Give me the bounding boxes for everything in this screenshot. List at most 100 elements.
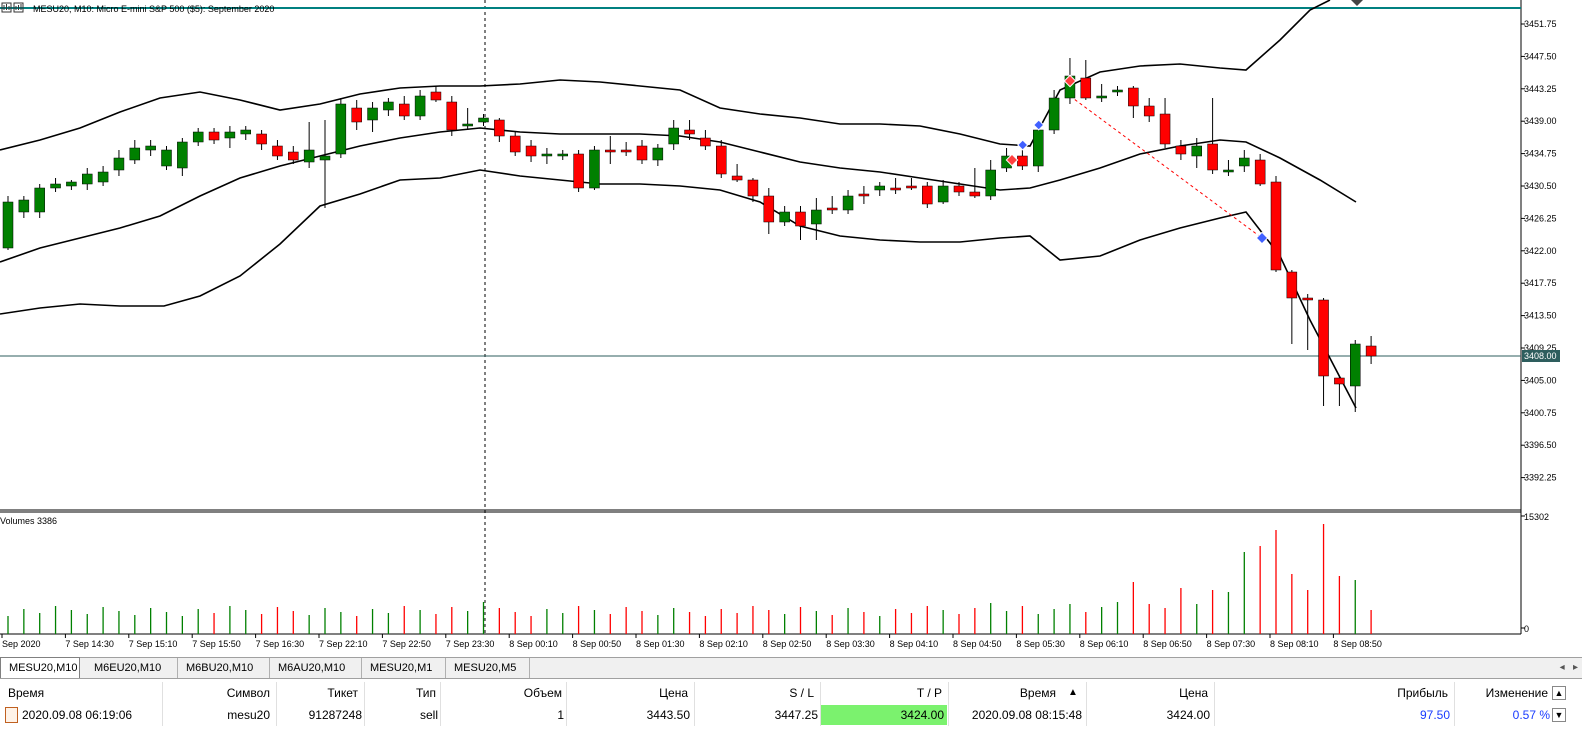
- bear-candle: [256, 133, 267, 145]
- cell-close-time[interactable]: 2020.09.08 08:15:48: [971, 708, 1082, 722]
- sort-ascending-icon: ▲: [1068, 687, 1078, 698]
- bull-candle: [842, 195, 854, 211]
- bull-candle: [1191, 145, 1202, 157]
- header-sl[interactable]: S / L: [789, 686, 814, 700]
- bear-candle: [1318, 299, 1329, 377]
- bull-candle: [335, 103, 347, 155]
- price-scale-label: 3443.25: [1524, 84, 1557, 94]
- price-scale-label: 3417.75: [1524, 278, 1557, 288]
- bear-candle: [716, 145, 727, 175]
- tab-mesu20-m1[interactable]: MESU20,M1: [362, 658, 446, 678]
- time-scale-label: 7 Sep 14:30: [65, 639, 114, 649]
- bull-candle: [2, 201, 14, 249]
- deal-icon: [5, 707, 18, 723]
- cell-profit[interactable]: 97.50: [1419, 708, 1450, 722]
- scroll-up-icon[interactable]: ▲: [1552, 686, 1566, 700]
- header-profit[interactable]: Прибыль: [1397, 686, 1448, 700]
- buy-close-marker: [1255, 231, 1269, 245]
- bull-candle: [319, 155, 331, 161]
- price-scale-label: 3447.50: [1524, 51, 1557, 61]
- header-type[interactable]: Тип: [415, 686, 436, 700]
- price-scale-label: 3439.00: [1524, 116, 1557, 126]
- bars-icon: [13, 2, 24, 13]
- tab-mesu20-m5[interactable]: MESU20,M5: [446, 658, 530, 678]
- time-scale-label: 7 Sep 15:10: [129, 639, 178, 649]
- bear-candle: [1175, 145, 1187, 155]
- current-price-label: 3408.00: [1524, 351, 1557, 361]
- cell-type[interactable]: sell: [419, 708, 438, 722]
- price-chart[interactable]: 3451.75 3447.50 3443.25 3439.00 3434.75 3430.…: [0, 0, 1582, 656]
- tab-m6au20-m10[interactable]: M6AU20,M10: [270, 658, 362, 678]
- current-price-box: [1522, 350, 1560, 362]
- time-scale-label: 8 Sep 05:30: [1016, 639, 1065, 649]
- cell-ticket[interactable]: 91287248: [308, 708, 362, 722]
- volume-indicator-label: Volumes 3386: [0, 516, 57, 526]
- bull-candle: [1048, 97, 1060, 131]
- bear-candle: [446, 101, 458, 131]
- cell-open-price[interactable]: 3443.50: [646, 708, 690, 722]
- bull-candle: [462, 123, 473, 127]
- tab-mesu20-m10[interactable]: MESU20,M10: [0, 657, 80, 678]
- bull-candle: [478, 117, 489, 123]
- sell-marker: [1005, 153, 1019, 167]
- shift-marker-icon[interactable]: [1351, 0, 1363, 6]
- bull-candle: [1239, 157, 1250, 167]
- chart-title: MESU20, M10: Micro E-mini S&P 500 ($5): …: [33, 4, 274, 14]
- chart-canvas[interactable]: 3451.75 3447.50 3443.25 3439.00 3434.75 3430.…: [0, 0, 1582, 656]
- cell-symbol[interactable]: mesu20: [227, 708, 270, 722]
- header-close-time[interactable]: Время: [1019, 686, 1056, 700]
- bear-candle: [826, 207, 838, 211]
- header-ticket[interactable]: Тикет: [327, 686, 358, 700]
- time-scale-label: 7 Sep 22:10: [319, 639, 368, 649]
- price-scale-label: 3451.75: [1524, 19, 1557, 29]
- header-open-price[interactable]: Цена: [659, 686, 688, 700]
- scroll-down-icon[interactable]: ▼: [1552, 708, 1566, 722]
- bull-candle: [652, 147, 664, 161]
- price-scale-label: 3413.50: [1524, 311, 1557, 321]
- cell-change[interactable]: 0.57 %: [1512, 708, 1550, 722]
- bear-candle: [1254, 159, 1266, 185]
- cell-open-time[interactable]: 2020.09.08 06:19:06: [22, 708, 133, 722]
- cell-close-price[interactable]: 3424.00: [1166, 708, 1210, 722]
- bull-candle: [937, 185, 949, 203]
- bear-candle: [763, 195, 775, 223]
- tab-scroll-arrows[interactable]: ◂ ▸: [1559, 662, 1578, 673]
- bull-candle: [557, 153, 568, 157]
- cell-volume[interactable]: 1: [557, 708, 564, 722]
- bull-candle: [1223, 169, 1234, 173]
- bear-candle: [969, 191, 981, 197]
- bull-candle: [161, 149, 172, 167]
- bear-candle: [430, 91, 442, 101]
- time-scale-label: 8 Sep 06:50: [1143, 639, 1192, 649]
- header-close-price[interactable]: Цена: [1179, 686, 1208, 700]
- bear-candle: [1334, 377, 1345, 385]
- trade-history-table: Время Символ Тикет Тип Объем Цена S / L …: [0, 680, 1582, 736]
- bull-candle: [97, 171, 109, 183]
- bear-candle: [1128, 87, 1139, 107]
- chart-icon: [1, 2, 12, 13]
- price-scale-label: 3400.75: [1524, 408, 1557, 418]
- bear-candle: [1270, 181, 1282, 271]
- time-scale-label: 8 Sep 07:30: [1207, 639, 1256, 649]
- header-open-time[interactable]: Время: [8, 686, 45, 700]
- time-scale-label: 8 Sep 02:10: [699, 639, 748, 649]
- bear-candle: [1159, 113, 1171, 145]
- bull-candle: [240, 129, 251, 135]
- header-symbol[interactable]: Символ: [226, 686, 270, 700]
- cell-sl[interactable]: 3447.25: [774, 708, 818, 722]
- tab-label: MESU20,M10: [9, 662, 78, 674]
- bear-candle: [525, 145, 537, 157]
- header-change[interactable]: Изменение: [1485, 686, 1548, 700]
- bollinger-bands: [0, 0, 1357, 409]
- bear-candle: [573, 153, 584, 189]
- cell-tp[interactable]: 3424.00: [900, 708, 944, 722]
- bear-candle: [1286, 271, 1298, 299]
- tab-m6bu20-m10[interactable]: M6BU20,M10: [178, 658, 270, 678]
- bull-candle: [192, 131, 204, 143]
- bull-candle: [589, 149, 600, 189]
- header-tp[interactable]: T / P: [916, 686, 942, 700]
- header-volume[interactable]: Объем: [523, 686, 562, 700]
- bull-candle: [145, 145, 156, 151]
- tab-m6eu20-m10[interactable]: M6EU20,M10: [86, 658, 178, 678]
- bull-candle: [1033, 129, 1044, 167]
